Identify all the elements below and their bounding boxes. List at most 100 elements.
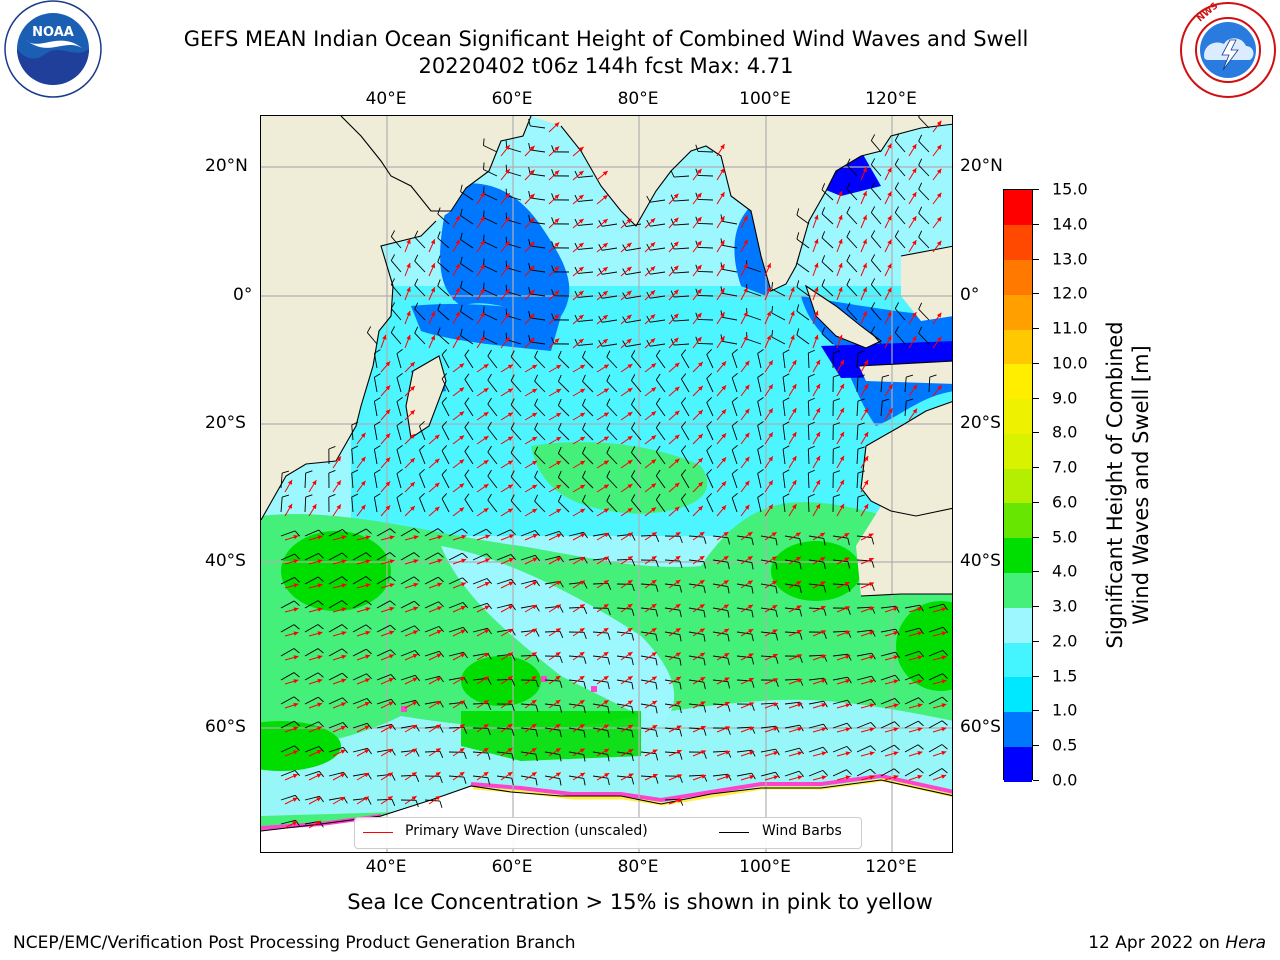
wave-arrow-head bbox=[941, 631, 947, 636]
wind-barb-flag bbox=[871, 560, 875, 568]
wind-barb-shaft bbox=[674, 199, 690, 202]
wind-barb-shaft bbox=[328, 648, 343, 657]
wave-arrow bbox=[380, 654, 395, 661]
wind-barb-flag bbox=[390, 674, 396, 680]
wave-arrow bbox=[740, 360, 750, 373]
wind-barb-shaft bbox=[631, 380, 642, 393]
wave-arrow-head bbox=[941, 750, 947, 756]
wave-arrow bbox=[476, 411, 489, 421]
colorbar-segment bbox=[1004, 468, 1032, 504]
wind-barb bbox=[706, 397, 714, 417]
wind-barb-shaft bbox=[918, 236, 930, 249]
wave-arrow-head bbox=[893, 703, 899, 708]
colorbar-tick-label: 0.0 bbox=[1052, 770, 1078, 790]
colorbar-label-line2: Wind Waves and Swell [m] bbox=[1129, 345, 1153, 625]
wind-barb bbox=[616, 727, 634, 738]
wave-arrow-head bbox=[410, 434, 415, 439]
wind-barb bbox=[856, 768, 876, 777]
wave-arrow bbox=[668, 725, 682, 733]
wave-arrow-head bbox=[912, 144, 917, 150]
wave-arrow-head bbox=[480, 336, 485, 342]
wind-barb-shaft bbox=[351, 425, 354, 441]
wind-barb-shaft bbox=[655, 475, 666, 489]
wave-arrow-head bbox=[603, 700, 609, 705]
wave-arrow bbox=[524, 675, 537, 685]
wind-barb-flag bbox=[607, 706, 610, 714]
wind-barb bbox=[646, 315, 666, 323]
wind-barb-flag bbox=[317, 648, 324, 654]
wave-arrow bbox=[572, 146, 584, 157]
wave-arrow bbox=[332, 796, 346, 805]
wind-barb-flag bbox=[670, 290, 675, 298]
wave-arrow-head bbox=[480, 288, 485, 294]
wind-barb-shaft bbox=[731, 353, 738, 369]
wind-barb-shaft bbox=[400, 552, 415, 561]
wave-arrow-head bbox=[626, 338, 632, 344]
wave-arrow bbox=[428, 747, 441, 757]
nws-logo-icon: NWS bbox=[1180, 1, 1276, 98]
wind-barb bbox=[832, 722, 853, 729]
wave-arrow-head bbox=[410, 458, 415, 463]
wind-barb-shaft bbox=[373, 497, 378, 513]
wind-barb-shaft bbox=[722, 292, 738, 297]
wave-arrow bbox=[788, 407, 797, 421]
wind-barb-flag bbox=[343, 772, 348, 779]
wave-arrow bbox=[380, 748, 394, 757]
wind-barb-flag bbox=[460, 328, 463, 336]
wind-barb-shaft bbox=[681, 378, 690, 393]
wave-arrow-head bbox=[556, 580, 562, 586]
wave-arrow bbox=[308, 726, 323, 733]
wave-arrow bbox=[764, 556, 778, 565]
wave-arrow-head bbox=[697, 168, 702, 174]
wind-barb-flag bbox=[782, 373, 790, 378]
lon-tick-top-120: 120°E bbox=[865, 89, 917, 109]
wave-arrow bbox=[884, 703, 899, 709]
wind-barb-flag bbox=[439, 800, 443, 808]
wind-barb bbox=[757, 493, 764, 513]
wave-arrow bbox=[740, 384, 750, 397]
wind-barb-shaft bbox=[674, 343, 690, 346]
wave-arrow-head bbox=[532, 388, 538, 394]
wind-barb-shaft bbox=[448, 552, 463, 561]
wind-barb bbox=[784, 559, 802, 570]
wave-arrow-head bbox=[455, 287, 460, 293]
chart-subtitle: 20220402 t06z 144h fcst Max: 4.71 bbox=[418, 54, 794, 78]
wind-barb bbox=[414, 254, 426, 273]
wave-arrow bbox=[428, 482, 440, 493]
wave-arrow-head bbox=[505, 337, 510, 342]
wave-arrow-head bbox=[698, 409, 703, 415]
wind-barb bbox=[534, 398, 546, 417]
wave-arrow bbox=[500, 484, 514, 493]
wave-arrow-head bbox=[676, 701, 682, 706]
wind-barb-flag bbox=[438, 601, 444, 608]
wind-barb bbox=[419, 445, 426, 465]
wave-arrow bbox=[788, 702, 803, 709]
wind-barb-flag bbox=[847, 654, 852, 661]
wave-arrow-head bbox=[862, 167, 867, 173]
noaa-logo: NOAA bbox=[4, 0, 102, 98]
wave-arrow bbox=[740, 580, 754, 589]
wind-barb bbox=[280, 720, 300, 729]
wind-barb-shaft bbox=[681, 426, 690, 441]
wave-arrow bbox=[644, 217, 656, 229]
wave-arrow bbox=[716, 335, 725, 349]
wave-arrow bbox=[452, 263, 461, 277]
wave-arrow bbox=[860, 238, 867, 253]
wave-arrow-head bbox=[723, 580, 729, 585]
wave-arrow bbox=[356, 607, 371, 613]
wave-arrow bbox=[404, 334, 411, 349]
wind-barb bbox=[510, 374, 522, 393]
wind-barb-flag bbox=[487, 421, 492, 429]
wave-arrow bbox=[620, 338, 632, 349]
wind-barb bbox=[280, 494, 290, 513]
colorbar-tick-label: 1.0 bbox=[1052, 700, 1078, 720]
wind-barb bbox=[528, 310, 546, 321]
wave-arrow-head bbox=[626, 314, 632, 320]
wind-barb bbox=[782, 421, 790, 441]
lon-tick-top-60: 60°E bbox=[491, 89, 533, 109]
wind-barb-flag bbox=[631, 633, 635, 641]
wind-barb-flag bbox=[607, 608, 611, 616]
wind-barb bbox=[528, 334, 546, 345]
wave-arrow bbox=[596, 699, 609, 709]
wind-barb-shaft bbox=[424, 650, 440, 657]
